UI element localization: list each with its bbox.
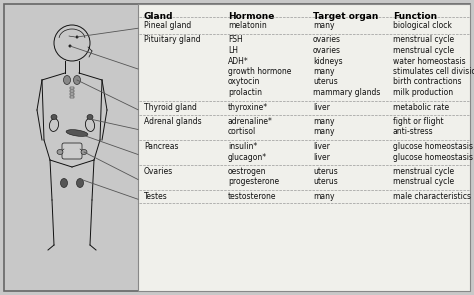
Text: many: many — [313, 127, 335, 137]
Ellipse shape — [51, 114, 57, 119]
Text: liver: liver — [313, 102, 330, 112]
Text: menstrual cycle: menstrual cycle — [393, 46, 454, 55]
Circle shape — [76, 36, 78, 38]
Text: glucose homeostasis: glucose homeostasis — [393, 153, 473, 161]
Text: ovaries: ovaries — [313, 35, 341, 45]
Text: uterus: uterus — [313, 167, 338, 176]
Text: menstrual cycle: menstrual cycle — [393, 178, 454, 186]
Text: milk production: milk production — [393, 88, 453, 97]
Bar — [70, 93, 74, 95]
Text: Target organ: Target organ — [313, 12, 378, 21]
Text: mammary glands: mammary glands — [313, 88, 380, 97]
Text: ovaries: ovaries — [313, 46, 341, 55]
Text: Pituitary gland: Pituitary gland — [144, 35, 201, 45]
Text: menstrual cycle: menstrual cycle — [393, 35, 454, 45]
FancyBboxPatch shape — [62, 143, 82, 159]
Text: testosterone: testosterone — [228, 192, 276, 201]
Text: kidneys: kidneys — [313, 57, 343, 65]
Text: LH: LH — [228, 46, 238, 55]
Text: many: many — [313, 21, 335, 30]
Text: anti-stress: anti-stress — [393, 127, 434, 137]
Bar — [70, 90, 74, 92]
Ellipse shape — [61, 178, 67, 188]
Circle shape — [69, 45, 71, 47]
Text: many: many — [313, 117, 335, 126]
Text: Hormone: Hormone — [228, 12, 274, 21]
Text: oxytocin: oxytocin — [228, 78, 260, 86]
Text: metabolic rate: metabolic rate — [393, 102, 449, 112]
Ellipse shape — [76, 178, 83, 188]
Text: birth contractions: birth contractions — [393, 78, 462, 86]
Text: menstrual cycle: menstrual cycle — [393, 167, 454, 176]
Text: male characteristics: male characteristics — [393, 192, 471, 201]
Text: liver: liver — [313, 142, 330, 151]
Text: fight or flight: fight or flight — [393, 117, 444, 126]
Text: adrenaline*: adrenaline* — [228, 117, 273, 126]
Ellipse shape — [66, 130, 88, 136]
Text: FSH: FSH — [228, 35, 243, 45]
Text: Testes: Testes — [144, 192, 168, 201]
FancyBboxPatch shape — [138, 4, 470, 291]
Text: Pineal gland: Pineal gland — [144, 21, 191, 30]
Text: Thyroid gland: Thyroid gland — [144, 102, 197, 112]
Ellipse shape — [81, 150, 87, 155]
Text: many: many — [313, 67, 335, 76]
Ellipse shape — [57, 150, 63, 155]
Text: oestrogen: oestrogen — [228, 167, 266, 176]
Ellipse shape — [87, 114, 93, 119]
Text: biological clock: biological clock — [393, 21, 452, 30]
Text: prolactin: prolactin — [228, 88, 262, 97]
Text: progesterone: progesterone — [228, 178, 279, 186]
Text: water homeostasis: water homeostasis — [393, 57, 465, 65]
FancyBboxPatch shape — [4, 4, 470, 291]
Text: many: many — [313, 192, 335, 201]
Ellipse shape — [64, 76, 71, 84]
Text: Function: Function — [393, 12, 437, 21]
Text: Pancreas: Pancreas — [144, 142, 179, 151]
Text: ADH*: ADH* — [228, 57, 249, 65]
Bar — [70, 96, 74, 98]
Text: thyroxine*: thyroxine* — [228, 102, 268, 112]
Text: uterus: uterus — [313, 78, 338, 86]
Text: melatonin: melatonin — [228, 21, 267, 30]
Text: Adrenal glands: Adrenal glands — [144, 117, 201, 126]
Bar — [70, 87, 74, 89]
Text: stimulates cell division: stimulates cell division — [393, 67, 474, 76]
Text: Gland: Gland — [144, 12, 173, 21]
Text: growth hormone: growth hormone — [228, 67, 292, 76]
Ellipse shape — [73, 76, 81, 84]
Text: Ovaries: Ovaries — [144, 167, 173, 176]
Text: liver: liver — [313, 153, 330, 161]
Text: glucagon*: glucagon* — [228, 153, 267, 161]
Text: insulin*: insulin* — [228, 142, 257, 151]
Text: cortisol: cortisol — [228, 127, 256, 137]
Text: uterus: uterus — [313, 178, 338, 186]
Text: glucose homeostasis: glucose homeostasis — [393, 142, 473, 151]
